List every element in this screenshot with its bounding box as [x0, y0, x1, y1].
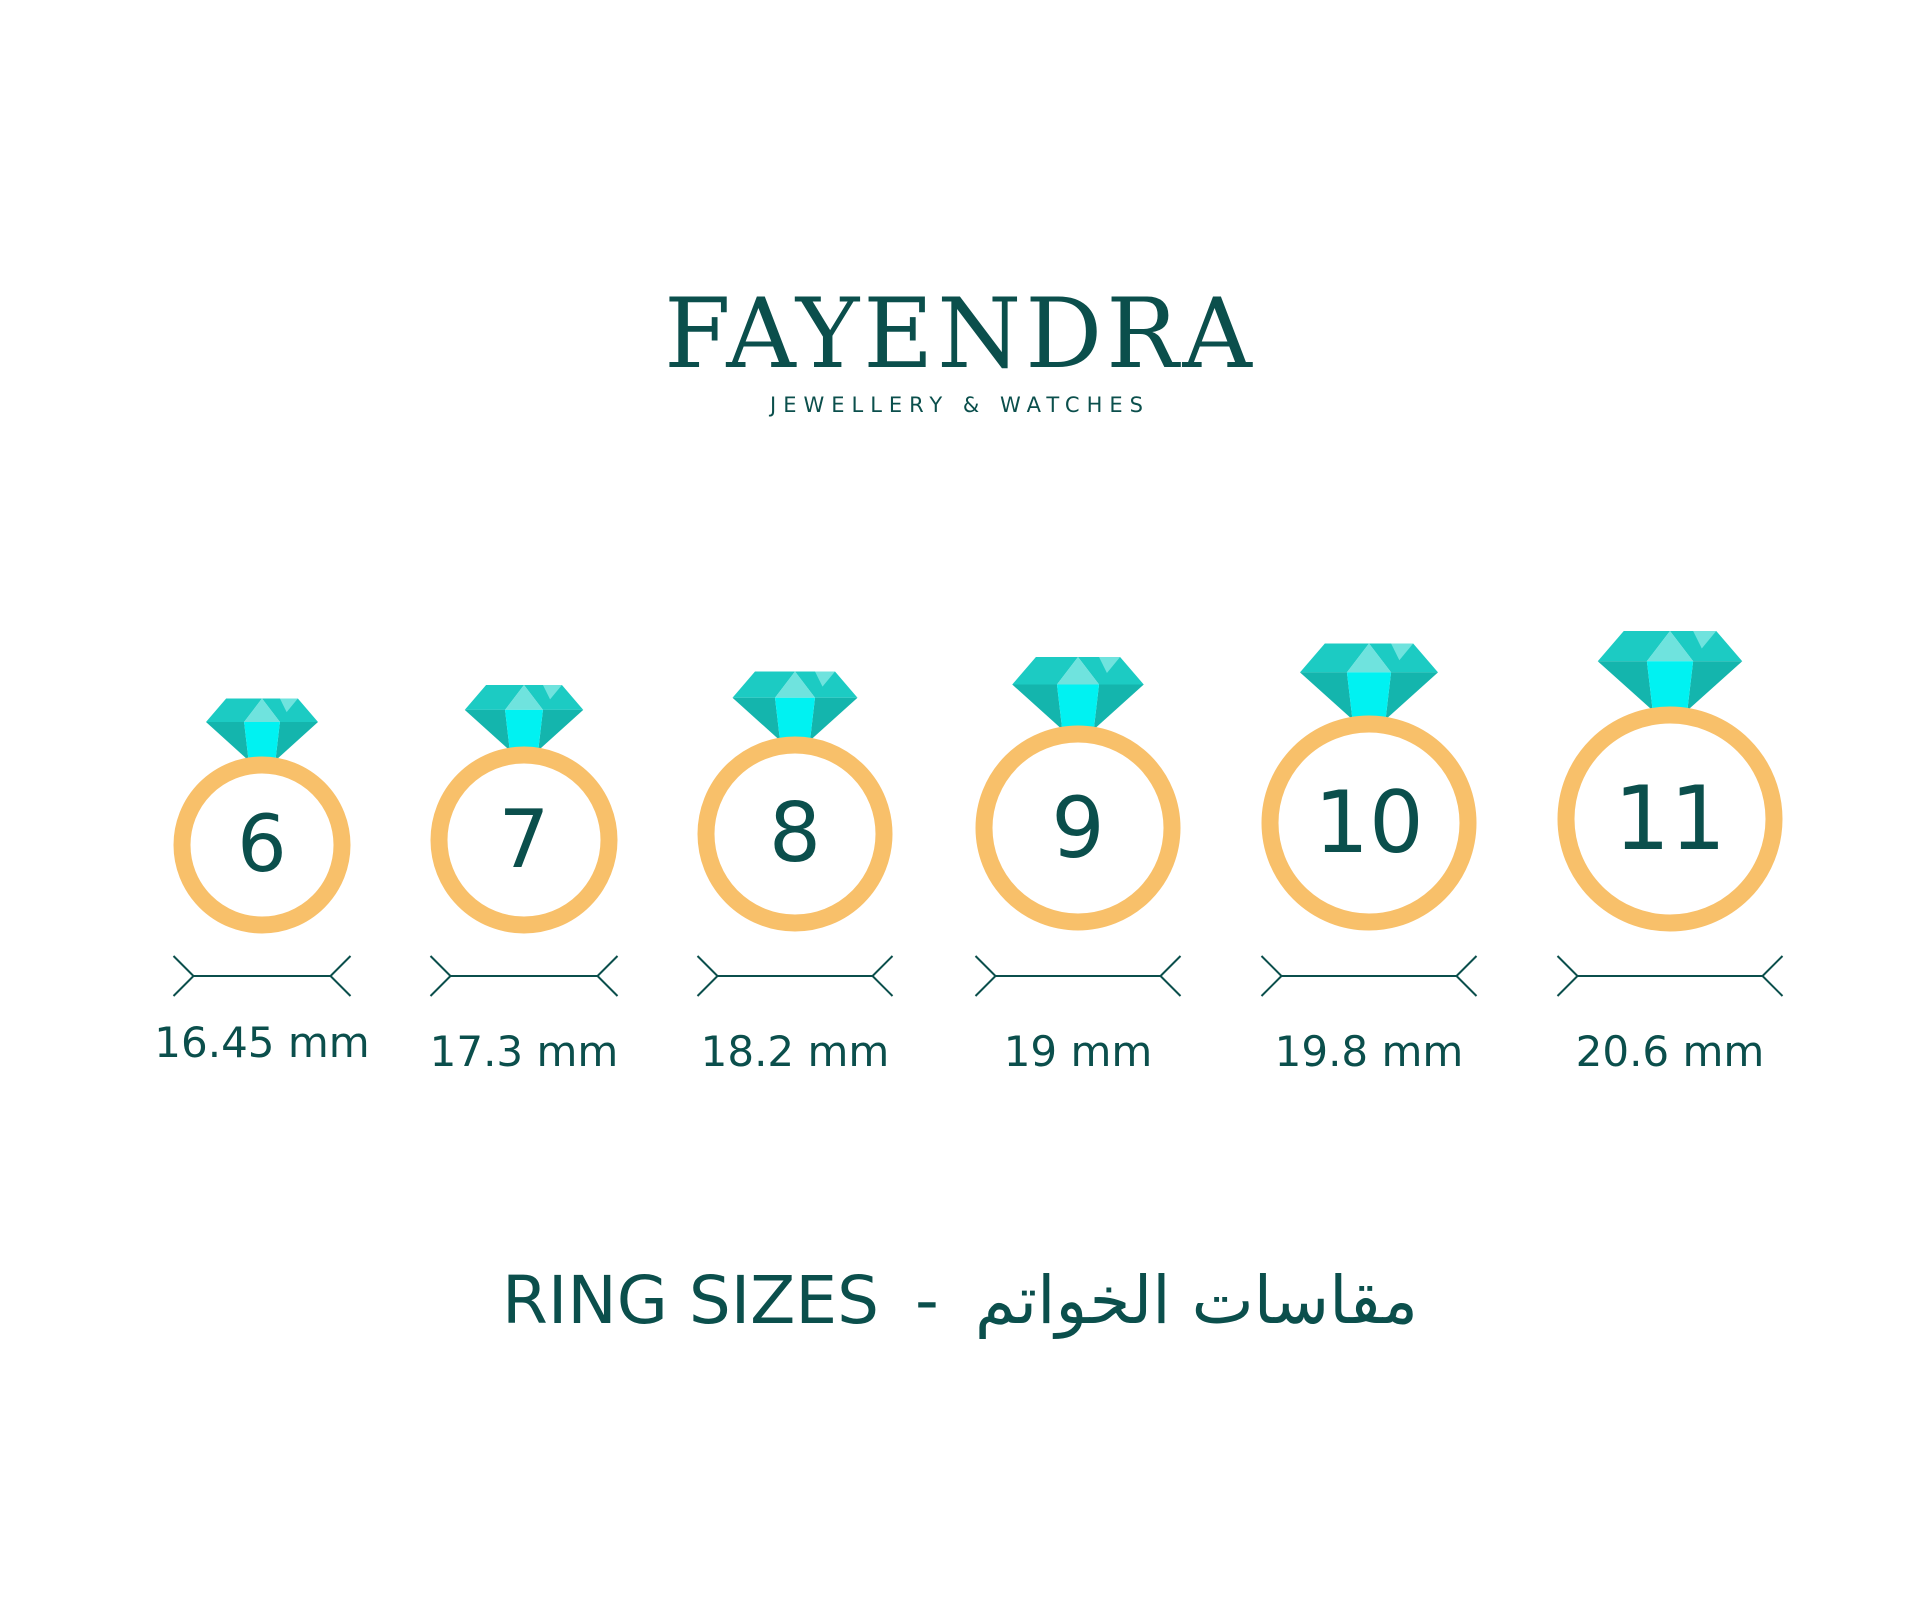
gem-facet — [275, 722, 318, 761]
ring-diameter-label: 19 mm — [1003, 1027, 1153, 1076]
gem-facet — [1012, 684, 1063, 730]
diameter-arrow-icon — [172, 955, 352, 997]
gem-facet — [505, 685, 543, 710]
ring-band — [1261, 715, 1477, 931]
ring-band — [975, 725, 1181, 931]
diamond-ring-icon — [974, 657, 1182, 997]
diameter-arrow-icon — [696, 955, 894, 997]
title-separator: - — [915, 1262, 939, 1339]
gem-facet — [206, 698, 262, 723]
gem-facet — [1369, 643, 1438, 673]
gem-facet — [1687, 661, 1743, 711]
gem-facet — [1056, 657, 1100, 685]
diameter-arrow-icon — [1556, 955, 1784, 997]
diameter-arrow-icon — [974, 955, 1182, 997]
brand-tagline: JEWELLERY & WATCHES — [770, 393, 1150, 417]
gem-facet — [279, 698, 298, 713]
diameter-arrow-icon — [429, 955, 619, 997]
ring-diameter-label: 19.8 mm — [1274, 1027, 1464, 1076]
gem-facet — [1346, 672, 1392, 720]
gem-facet — [775, 671, 815, 698]
ring-size-number: 8 — [768, 786, 822, 881]
gem-facet — [1646, 631, 1694, 662]
ring-band — [697, 736, 893, 932]
gem-facet — [244, 722, 280, 761]
gem-facet — [1078, 657, 1144, 685]
title-arabic: مقاسات الخواتم — [974, 1262, 1418, 1339]
ring-band — [173, 756, 351, 934]
ring-diameter-label: 20.6 mm — [1575, 1027, 1765, 1076]
gem-facet — [1693, 631, 1717, 649]
diameter-arrow-icon — [1260, 955, 1478, 997]
gem-facet — [1099, 657, 1121, 673]
gem-facet — [542, 685, 562, 700]
gem-facet — [1670, 631, 1743, 662]
ring-diameter-label: 17.3 mm — [429, 1027, 619, 1076]
gem-facet — [775, 697, 815, 741]
page-title: RING SIZES - مقاسات الخواتم — [0, 1262, 1920, 1339]
diamond-ring-icon — [172, 698, 352, 997]
gem-facet — [1385, 672, 1438, 720]
gem-facet — [464, 685, 524, 710]
gem-facet — [732, 697, 780, 741]
gem-facet — [1300, 672, 1353, 720]
ring-band — [1557, 706, 1783, 932]
ring-diameter-label: 18.2 mm — [700, 1027, 890, 1076]
gem-facet — [262, 698, 318, 723]
diamond-ring-icon — [696, 671, 894, 997]
gem-facet — [1597, 631, 1670, 662]
ring-size-number: 7 — [498, 793, 550, 886]
title-english: RING SIZES — [502, 1262, 879, 1339]
gem-facet — [464, 709, 510, 751]
gem-facet — [1597, 661, 1653, 711]
gem-facet — [244, 698, 280, 723]
diamond-ring-icon — [1556, 631, 1784, 997]
gem-facet — [815, 671, 835, 687]
gem-facet — [1093, 684, 1144, 730]
ring-size-number: 11 — [1614, 767, 1726, 870]
ring-size-number: 6 — [237, 800, 287, 890]
ring-size-number: 9 — [1051, 779, 1105, 877]
brand-name: FAYENDRA — [664, 278, 1256, 390]
gem-facet — [1056, 684, 1100, 730]
gem-facet — [538, 709, 584, 751]
gem-facet — [524, 685, 584, 710]
gem-facet — [1300, 643, 1369, 673]
ring-size-number: 10 — [1314, 773, 1424, 873]
ring-band — [430, 746, 618, 934]
ring-diameter-label: 16.45 mm — [154, 1018, 370, 1067]
gem-facet — [732, 671, 795, 698]
gem-facet — [810, 697, 858, 741]
gem-facet — [1346, 643, 1392, 673]
diamond-ring-icon — [429, 685, 619, 997]
gem-facet — [795, 671, 858, 698]
gem-facet — [505, 709, 543, 751]
diamond-ring-icon — [1260, 643, 1478, 997]
gem-facet — [1391, 643, 1414, 661]
gem-facet — [206, 722, 249, 761]
gem-facet — [1646, 661, 1694, 711]
gem-facet — [1012, 657, 1078, 685]
